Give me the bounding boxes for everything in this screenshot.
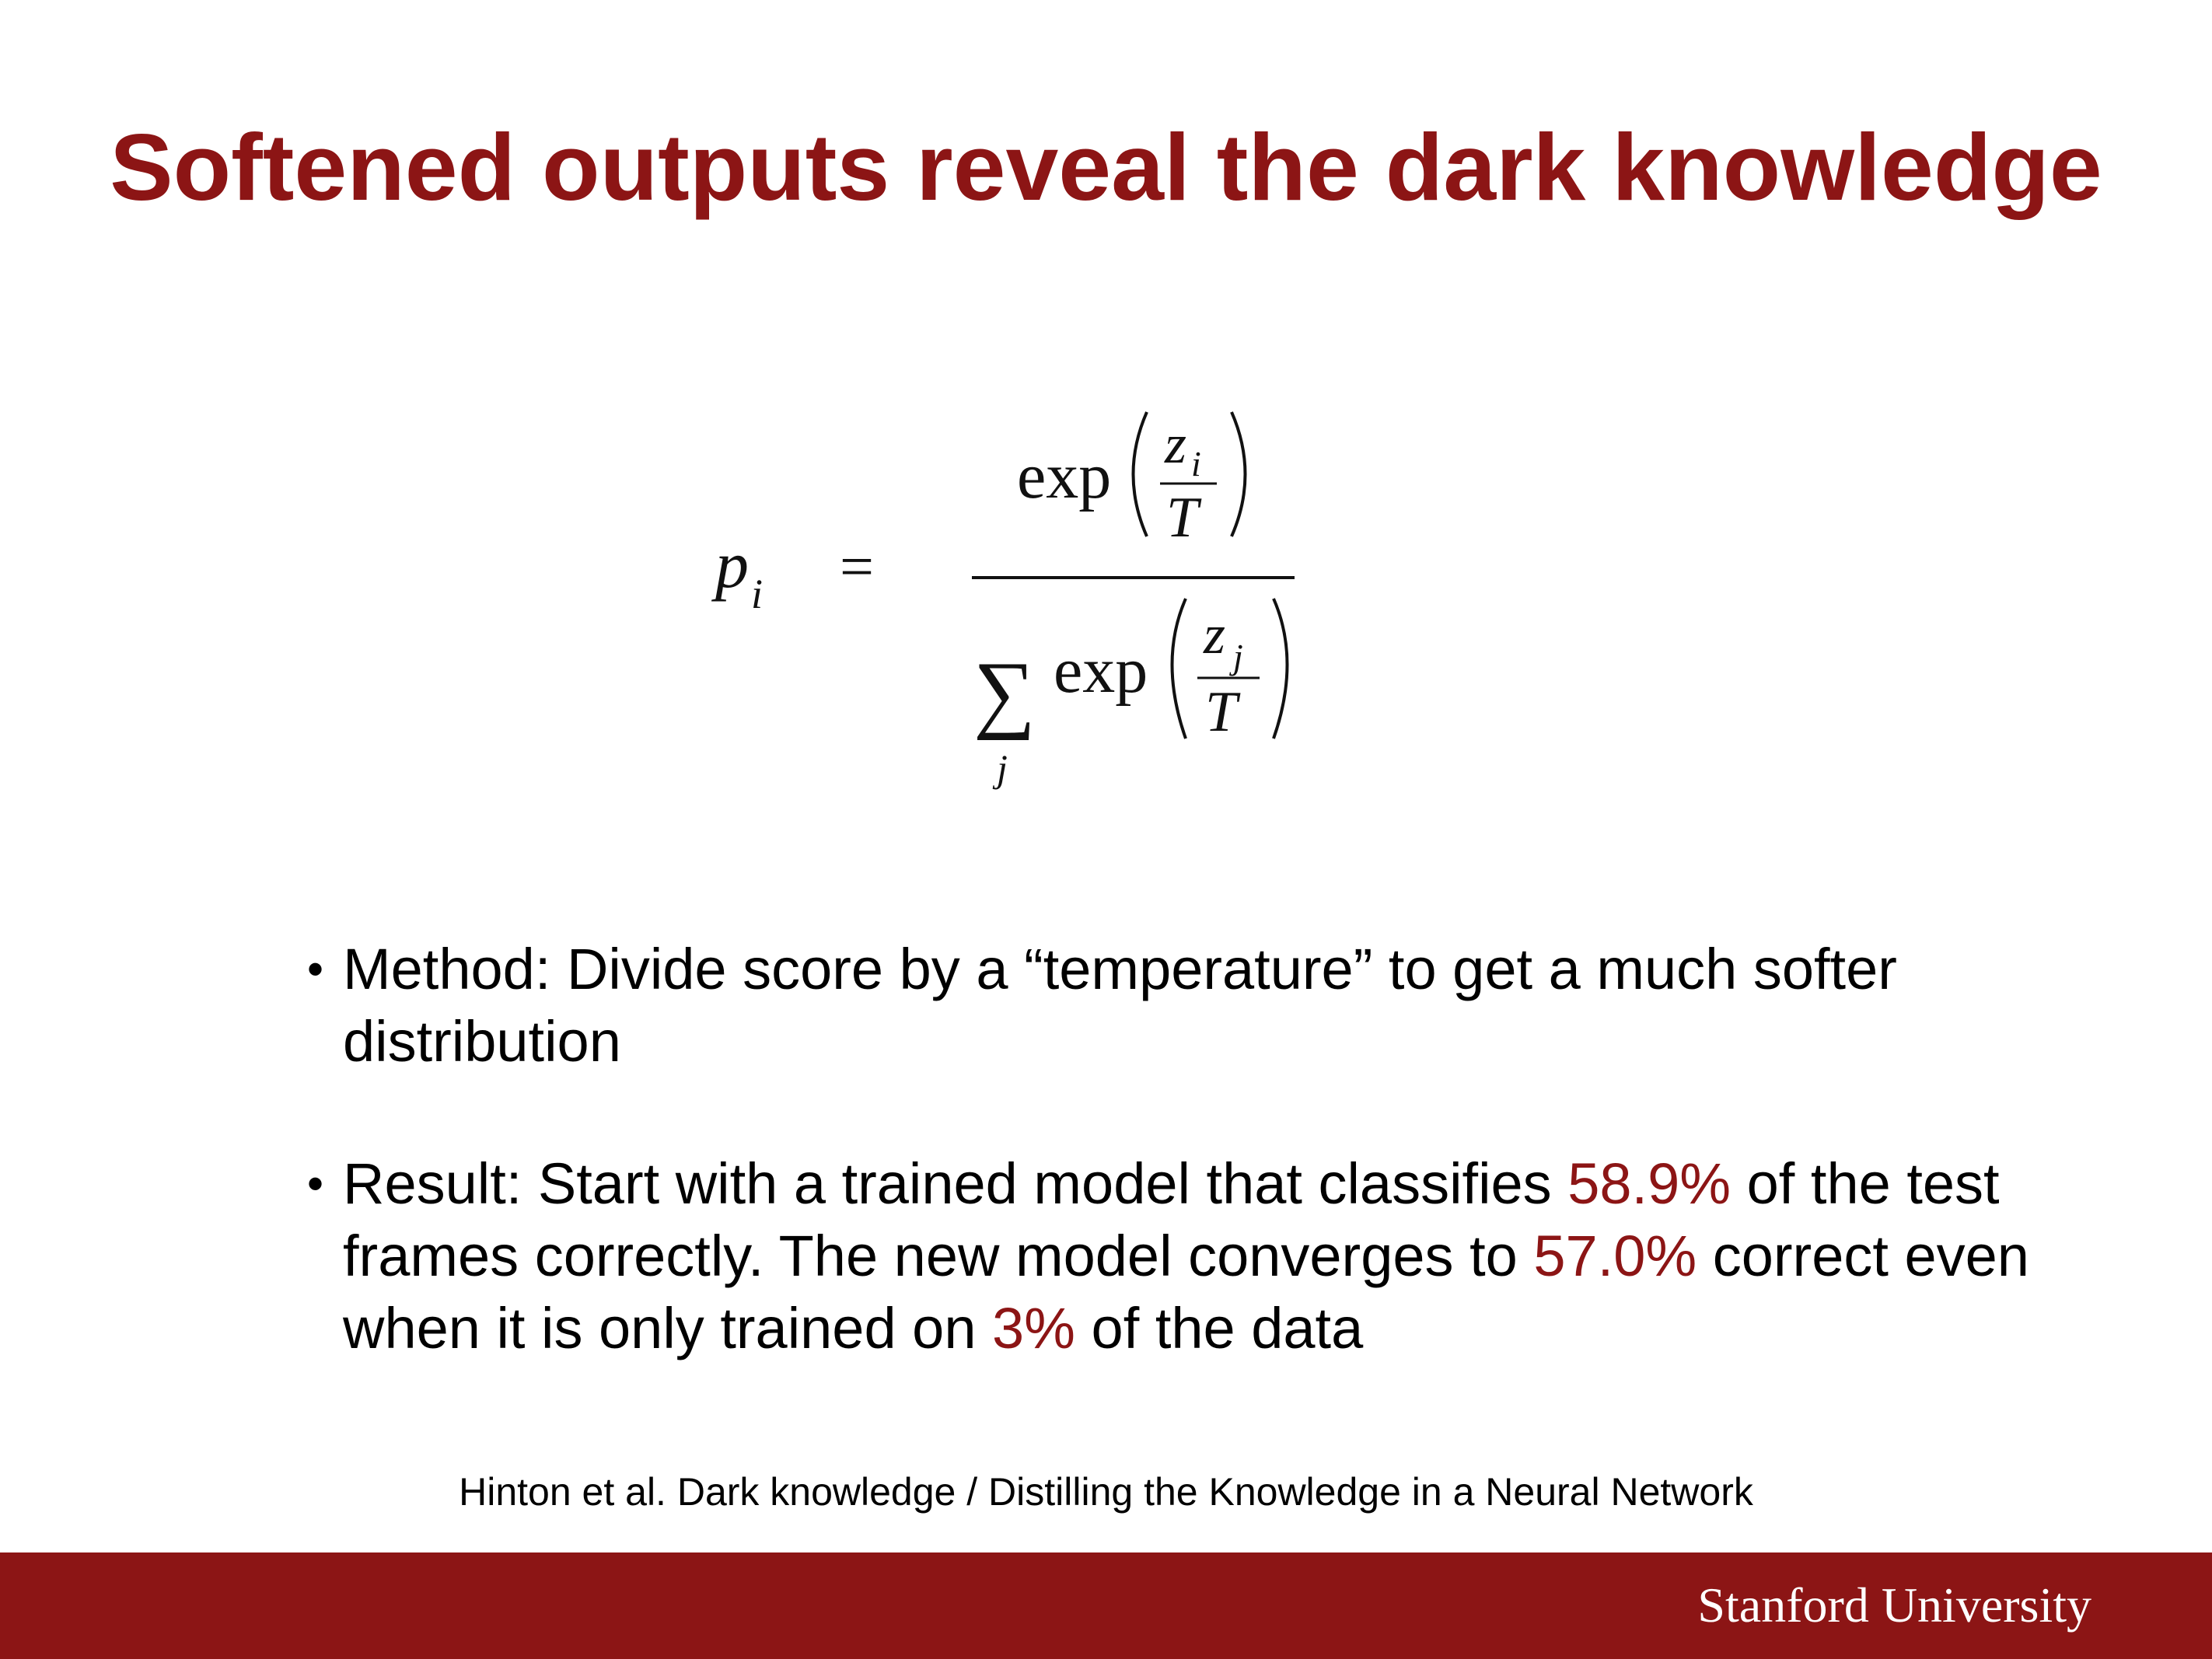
footer-bar: Stanford University: [0, 1552, 2212, 1659]
bullet-list: • Method: Divide score by a “temperature…: [307, 933, 2080, 1434]
formula-lhs-p: p: [711, 527, 749, 602]
stanford-wordmark: Stanford University: [1697, 1577, 2091, 1633]
formula-equals: =: [840, 533, 874, 600]
softmax-temperature-formula: p i = exp z i T ∑ j exp z j T: [700, 389, 1322, 824]
numerator-right-paren: [1230, 411, 1247, 537]
highlight-value-57-0: 57.0%: [1533, 1224, 1697, 1288]
formula-graphic: p i = exp z i T ∑ j exp z j T: [711, 411, 1295, 790]
bullet-result-text-2: of the test frames correctly. The new mo…: [343, 1151, 2000, 1288]
denominator-left-paren: [1170, 598, 1187, 739]
bullet-result-text-4: of the data: [1075, 1296, 1364, 1360]
slide-title: Softened outputs reveal the dark knowled…: [110, 114, 2102, 220]
bullet-marker: •: [307, 1158, 324, 1210]
numerator-left-paren: [1131, 411, 1148, 537]
bullet-method-text: Method: Divide score by a “temperature” …: [343, 937, 1897, 1074]
sum-symbol: ∑: [973, 644, 1036, 741]
numerator-z-sub: i: [1191, 444, 1201, 484]
numerator-z: z: [1164, 413, 1186, 475]
bullet-result-text-3: correct even when it is only trained on: [343, 1224, 2029, 1360]
sum-index: j: [992, 746, 1008, 790]
numerator-T: T: [1166, 486, 1202, 550]
bullet-result-text-1: Result: Start with a trained model that …: [343, 1151, 1568, 1216]
formula-lhs-sub: i: [751, 571, 763, 617]
bullet-marker: •: [307, 943, 324, 995]
bullet-result: • Result: Start with a trained model tha…: [307, 1147, 2080, 1364]
denominator-exp: exp: [1054, 634, 1148, 707]
denominator-z-sub: j: [1229, 637, 1243, 676]
denominator-T: T: [1205, 680, 1241, 744]
denominator-right-paren: [1272, 598, 1289, 739]
bullet-method: • Method: Divide score by a “temperature…: [307, 933, 2080, 1077]
denominator-z: z: [1203, 603, 1225, 665]
highlight-value-58-9: 58.9%: [1567, 1151, 1732, 1216]
highlight-value-3: 3%: [992, 1296, 1075, 1360]
citation: Hinton et al. Dark knowledge / Distillin…: [459, 1470, 1753, 1514]
numerator-exp: exp: [1017, 440, 1111, 512]
